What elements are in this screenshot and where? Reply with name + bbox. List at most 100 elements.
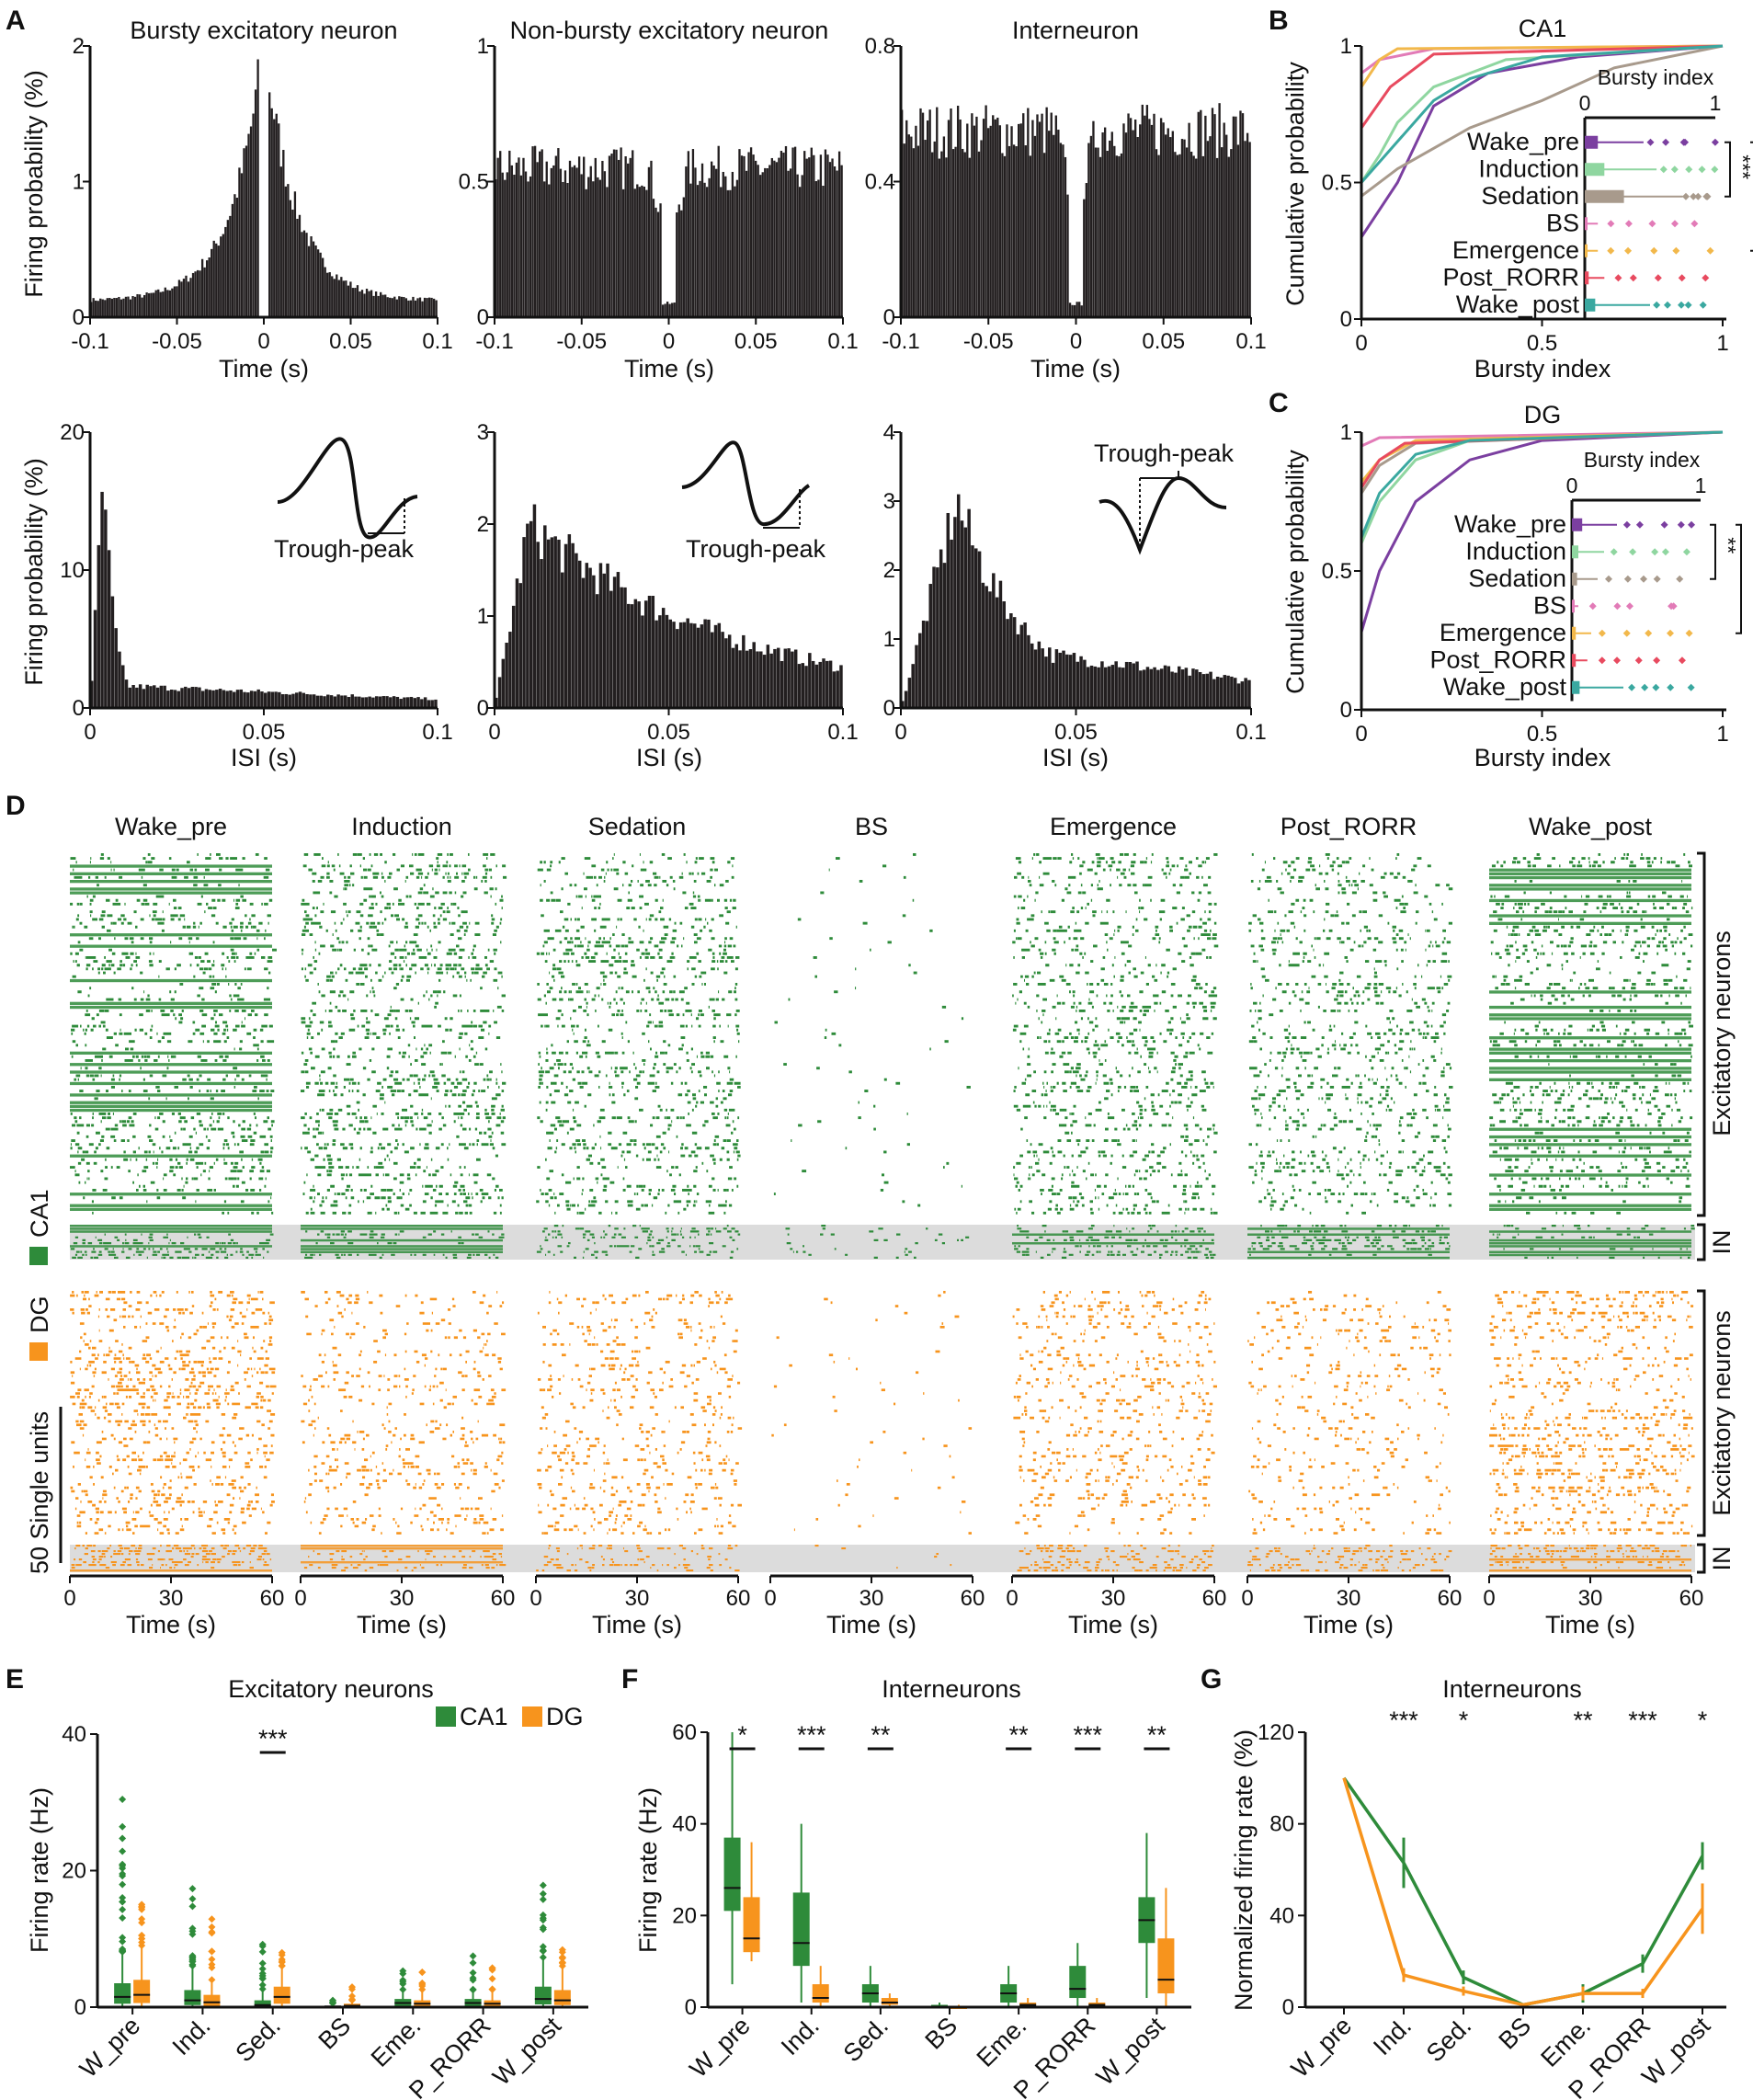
spike-ticks	[1014, 1245, 1203, 1248]
histogram-bar	[176, 690, 180, 708]
spike-ticks	[903, 875, 906, 879]
spike-ticks	[88, 1305, 212, 1307]
spike-ticks	[313, 956, 487, 959]
histogram-bar	[275, 113, 278, 317]
histogram-bar	[222, 690, 226, 708]
spike-line	[70, 1204, 272, 1207]
inset-outlier	[1646, 138, 1655, 146]
spike-ticks	[559, 1392, 722, 1395]
histogram-bar	[124, 679, 129, 708]
histogram-bar	[409, 300, 413, 317]
box-outlier	[208, 1976, 216, 1984]
spike-ticks	[1013, 1166, 1201, 1169]
box-outlier	[188, 1952, 197, 1960]
spike-ticks	[1251, 1242, 1450, 1245]
spike-ticks	[1033, 853, 1218, 856]
histogram-bar	[826, 154, 829, 317]
histogram-bar	[641, 615, 644, 708]
box-outlier	[418, 1980, 427, 1989]
histogram-bar	[915, 645, 918, 708]
x-tick-label: 0	[663, 329, 675, 354]
spike-ticks	[929, 1047, 931, 1051]
spike-ticks	[1070, 1423, 1161, 1427]
spike-ticks	[86, 1177, 267, 1181]
spike-ticks	[1520, 1466, 1664, 1468]
spike-ticks	[1506, 1311, 1655, 1315]
spike-ticks	[1508, 1166, 1687, 1169]
histogram-bar	[1225, 134, 1228, 317]
chart-a1-ylabel: Firing probability (%)	[20, 70, 48, 298]
spike-ticks	[1501, 1416, 1693, 1420]
spike-ticks	[85, 967, 268, 971]
spike-ticks	[72, 1291, 264, 1294]
histogram-bar	[775, 162, 779, 317]
spike-ticks	[83, 1332, 247, 1336]
spike-ticks	[318, 990, 446, 994]
histogram-bar	[249, 126, 253, 317]
panel-label-d: D	[6, 791, 26, 821]
histogram-bar	[302, 230, 306, 317]
inset-row-label: Induction	[1478, 154, 1579, 182]
spike-ticks	[803, 1245, 804, 1248]
spike-ticks	[324, 1514, 504, 1517]
histogram-bar	[1190, 151, 1193, 317]
inset-tick-label: 0	[1579, 91, 1591, 115]
spike-ticks	[542, 1361, 716, 1364]
histogram-bar	[1089, 135, 1093, 317]
spike-ticks	[72, 1040, 275, 1044]
histogram-bar	[1218, 103, 1221, 317]
spike-ticks	[70, 1294, 251, 1297]
histogram-bar	[1057, 130, 1060, 317]
spike-ticks	[1260, 948, 1427, 952]
ca1-exc-side-label: Excitatory neurons	[1708, 930, 1736, 1136]
spike-ticks	[1046, 1318, 1093, 1322]
inset-outlier	[1678, 301, 1686, 309]
histogram-bar	[546, 539, 551, 708]
box-outlier	[258, 1985, 267, 1993]
histogram-bar	[389, 697, 393, 708]
histogram-bar	[114, 628, 118, 708]
spike-ticks	[792, 1250, 912, 1253]
histogram-bar	[936, 567, 939, 708]
histogram-bar	[724, 176, 727, 317]
spike-ticks	[813, 956, 817, 959]
histogram-bar	[1236, 683, 1241, 708]
histogram-bar	[1092, 120, 1095, 317]
histogram-bar	[1033, 135, 1037, 317]
histogram-bar	[808, 157, 811, 317]
histogram-bar	[592, 575, 596, 708]
spike-ticks	[913, 853, 916, 856]
spike-ticks	[1104, 1097, 1190, 1101]
spike-ticks	[1248, 1381, 1369, 1385]
histogram-bar	[153, 685, 156, 708]
histogram-bar	[1037, 641, 1042, 708]
spike-ticks	[1040, 952, 1202, 955]
inset-box	[1585, 217, 1588, 231]
spike-ticks	[83, 1340, 272, 1342]
spike-ticks	[551, 1044, 684, 1047]
spike-ticks	[1257, 1420, 1345, 1423]
inset-row-label: Emergence	[1440, 619, 1566, 646]
histogram-bar	[1148, 119, 1151, 317]
chart-e-boxes	[114, 1795, 571, 2008]
spike-ticks	[1280, 1305, 1447, 1307]
spike-ticks	[572, 1028, 739, 1032]
histogram-bar	[381, 294, 384, 317]
spike-ticks	[566, 1040, 740, 1044]
spike-ticks	[1288, 864, 1431, 868]
spike-ticks	[913, 971, 917, 975]
histogram-bar	[224, 226, 227, 317]
spike-ticks	[1577, 1501, 1636, 1503]
histogram-bar	[364, 697, 369, 708]
spike-ticks	[309, 1564, 507, 1567]
spike-line	[1489, 914, 1691, 918]
histogram-bar	[386, 297, 389, 317]
histogram-bar	[1201, 155, 1204, 317]
inset-title: Bursty index	[1584, 448, 1701, 472]
dg-legend-swatch	[29, 1342, 48, 1361]
spike-line	[70, 1070, 272, 1074]
inset-box	[1572, 599, 1575, 613]
spike-ticks	[1253, 1528, 1437, 1532]
spike-ticks	[1516, 1196, 1683, 1200]
